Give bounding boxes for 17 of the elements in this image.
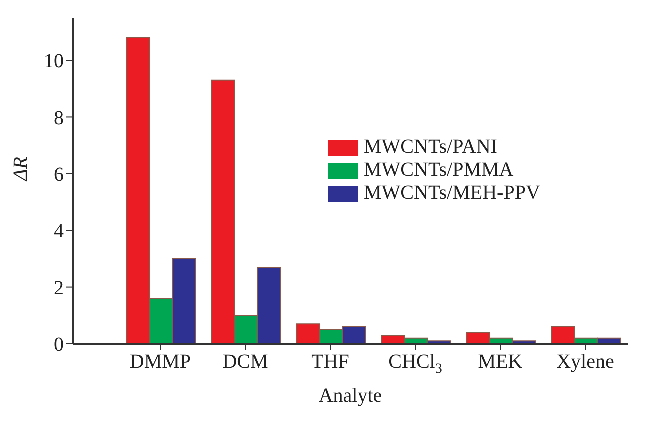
y-tick-label: 8 <box>54 107 64 130</box>
y-axis-title: ΔR <box>10 157 32 182</box>
x-tick-label: DMMP <box>130 351 192 373</box>
x-tick-label: MEK <box>478 351 524 373</box>
x-tick-label: Xylene <box>556 351 614 373</box>
legend-label: MWCNTs/PANI <box>364 136 498 159</box>
y-tick-label: 0 <box>54 334 64 356</box>
y-tick-label: 10 <box>44 50 64 73</box>
legend-label: MWCNTs/MEH-PPV <box>364 182 540 205</box>
x-axis-title: Analyte <box>318 385 382 407</box>
legend-label: MWCNTs/PMMA <box>364 159 514 182</box>
x-tick-label: CHCl$_{3}$ <box>388 351 442 377</box>
y-tick-label: 2 <box>54 277 64 300</box>
y-tick-label: 6 <box>54 164 64 186</box>
x-tick-label: THF <box>312 351 350 373</box>
x-tick-label: DCM <box>222 351 268 373</box>
y-tick-label: 4 <box>54 220 64 243</box>
